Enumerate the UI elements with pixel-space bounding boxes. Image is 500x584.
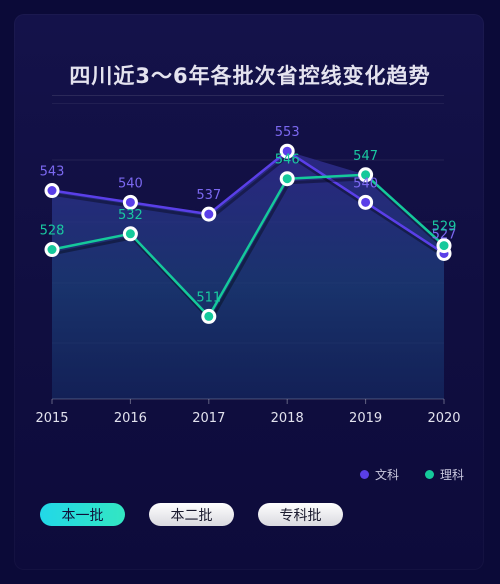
point-wenke-2016 [125, 197, 135, 207]
chart-title: 四川近3～6年各批次省控线变化趋势 [69, 64, 431, 88]
x-tick-label-2020: 2020 [427, 411, 460, 426]
data-labels: 543 540 537 553 540 527 528 532 511 546 547 529 [40, 125, 457, 305]
data-label-like-2015: 528 [40, 224, 65, 239]
series-shadow-like [53, 177, 448, 323]
tab-benerpi[interactable]: 本二批 [149, 503, 234, 526]
tab-zhuankepi[interactable]: 专科批 [258, 503, 343, 526]
x-tick-label-2019: 2019 [349, 411, 382, 426]
title-divider-secondary [52, 103, 444, 104]
data-label-wenke-2019: 540 [353, 176, 378, 191]
legend-item-like: 理科 [425, 466, 464, 483]
point-like-2017 [204, 311, 214, 321]
legend-swatch-like [425, 470, 434, 479]
title-divider [52, 95, 444, 96]
x-axis: 2015 2016 2017 2018 2019 2020 [35, 398, 461, 426]
point-wenke-2019 [361, 197, 371, 207]
series-line-like [51, 173, 445, 318]
data-label-like-2016: 532 [118, 208, 143, 223]
x-tick-label-2015: 2015 [35, 411, 68, 426]
legend-swatch-wenke [360, 470, 369, 479]
data-label-like-2020: 529 [432, 220, 457, 235]
x-tick-label-2018: 2018 [271, 411, 304, 426]
point-like-2016 [125, 229, 135, 239]
point-like-2020 [439, 241, 449, 251]
data-label-like-2018: 546 [275, 153, 300, 168]
legend-label-like: 理科 [440, 468, 465, 482]
point-like-2015 [47, 245, 57, 255]
area-under-curve [52, 151, 444, 399]
series-line-wenke [51, 149, 445, 255]
point-wenke-2015 [47, 186, 57, 196]
batch-tabs: 本一批 本二批 专科批 [40, 503, 343, 526]
series-lines [51, 149, 448, 323]
point-wenke-2017 [204, 209, 214, 219]
tab-benyipi[interactable]: 本一批 [40, 503, 125, 526]
legend-label-wenke: 文科 [375, 468, 400, 482]
x-tick-label-2016: 2016 [114, 411, 147, 426]
data-label-like-2019: 547 [353, 149, 378, 164]
data-label-wenke-2017: 537 [196, 188, 221, 203]
x-tick-label-2017: 2017 [192, 411, 225, 426]
point-like-2018 [282, 174, 292, 184]
data-label-like-2017: 511 [196, 290, 221, 305]
data-label-wenke-2020: 527 [432, 227, 457, 242]
point-wenke-2018 [282, 146, 292, 156]
legend-item-wenke: 文科 [360, 466, 399, 483]
area-fill [52, 151, 444, 399]
series-points [44, 143, 452, 324]
data-label-wenke-2015: 543 [40, 165, 65, 180]
series-shadow-wenke [53, 153, 447, 259]
data-label-wenke-2016: 540 [118, 176, 143, 191]
point-like-2019 [361, 170, 371, 180]
data-label-wenke-2018: 553 [275, 125, 300, 140]
